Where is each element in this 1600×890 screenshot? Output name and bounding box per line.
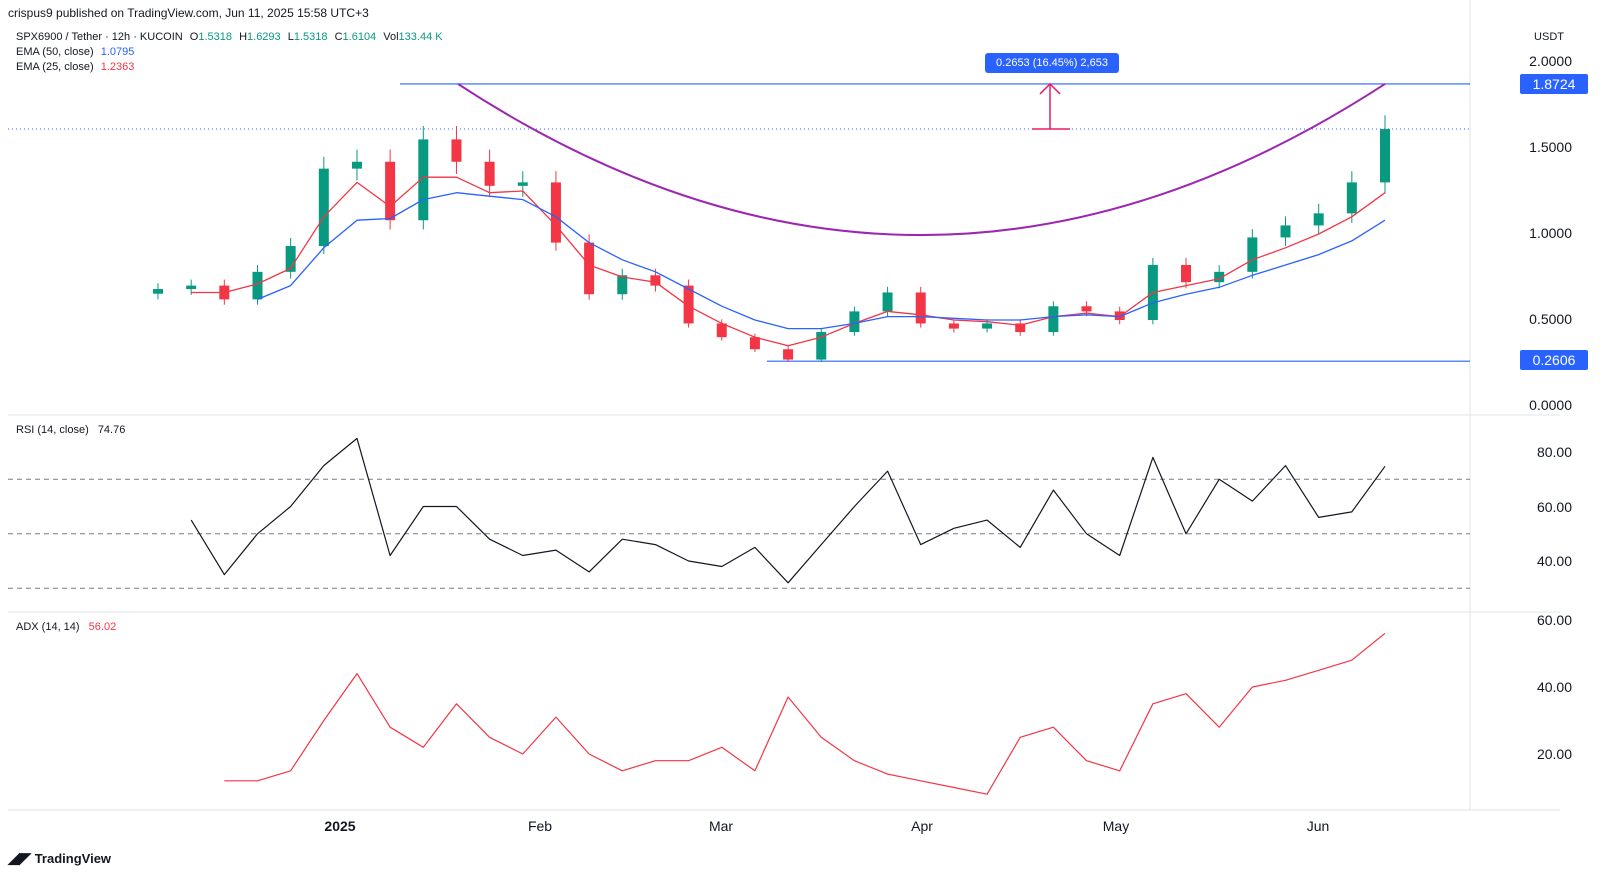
cup-curve [457, 83, 1386, 236]
candle-body [1114, 311, 1125, 320]
tradingview-brand: TradingView [34, 851, 112, 866]
month-mar: Mar [708, 818, 734, 834]
candle-body [816, 332, 827, 360]
tradingview-icon: ◢◤ [8, 850, 32, 867]
candle-body [418, 139, 429, 221]
measure-arrow-head [1039, 82, 1061, 95]
candle-body [1181, 264, 1192, 283]
adx-legend: ADX (14, 14) 56.02 [16, 621, 116, 633]
adx-value: 56.02 [88, 621, 117, 633]
adx-line [224, 632, 1386, 795]
candle-body [915, 292, 926, 324]
price-tick-0-5: 0.5000 [1529, 311, 1572, 327]
candle-body [252, 271, 263, 300]
rsi-line [190, 437, 1386, 584]
rsi-tick-40: 40.00 [1536, 553, 1572, 569]
month-feb: Feb [527, 818, 553, 834]
candle-body [186, 285, 197, 290]
candle-body [683, 285, 694, 324]
price-tick-2: 2.0000 [1529, 53, 1572, 69]
adx-tick-20: 20.00 [1536, 746, 1572, 762]
ema25-legend: EMA (25, close) 1.2363 [16, 61, 134, 73]
currency-label: USDT [1534, 31, 1564, 43]
candle-body [1346, 182, 1357, 214]
ema50-label: EMA (50, close) [16, 46, 94, 58]
symbol-legend: SPX6900 / Tether · 12h · KUCOIN O1.5318 … [16, 31, 443, 43]
adx-label: ADX (14, 14) [16, 621, 80, 633]
candle-body [849, 311, 860, 333]
price-tick-1: 1.0000 [1529, 225, 1572, 241]
candle-body [1380, 129, 1390, 183]
candle-body [749, 337, 760, 350]
candle-body [617, 275, 628, 295]
candle-body [153, 289, 163, 294]
month-may: May [1102, 818, 1130, 834]
volume-value: 133.44 K [398, 31, 443, 43]
candle-body [948, 323, 959, 329]
candle-body [285, 246, 296, 272]
adx-tick-40: 40.00 [1536, 679, 1572, 695]
candle-body [451, 139, 462, 162]
month-apr: Apr [911, 818, 933, 834]
low-label: L [287, 31, 294, 43]
price-candles [153, 115, 1390, 362]
candle-body [584, 242, 595, 295]
open-label: O [189, 31, 199, 43]
symbol-title: SPX6900 / Tether · 12h · KUCOIN [16, 31, 183, 43]
candle-body [716, 323, 727, 338]
chart-static-layer [8, 0, 1560, 811]
resistance-price-tag: 1.8724 [1520, 74, 1588, 94]
candle-body [385, 161, 396, 221]
candle-body [882, 292, 893, 312]
measure-label: 0.2653 (16.45%) 2,653 [985, 53, 1119, 73]
adx-tick-60: 60.00 [1536, 612, 1572, 628]
publisher-line: crispus9 published on TradingView.com, J… [8, 6, 369, 20]
low-value: 1.5318 [293, 31, 328, 43]
candle-body [1015, 323, 1026, 333]
month-2025: 2025 [324, 818, 356, 834]
ema50-line [257, 192, 1386, 330]
rsi-tick-80: 80.00 [1536, 444, 1572, 460]
close-value: 1.6104 [342, 31, 377, 43]
support-price-tag: 0.2606 [1520, 350, 1588, 370]
rsi-label: RSI (14, close) [16, 424, 89, 436]
tradingview-logo: ◢◤ TradingView [8, 849, 111, 867]
candle-body [650, 275, 661, 286]
candle-body [517, 182, 528, 186]
volume-label: Vol [383, 31, 399, 43]
rsi-value: 74.76 [97, 424, 126, 436]
open-value: 1.5318 [198, 31, 232, 43]
ema50-legend: EMA (50, close) 1.0795 [16, 46, 134, 58]
rsi-legend: RSI (14, close) 74.76 [16, 424, 125, 436]
candle-body [318, 168, 329, 247]
candle-body [783, 349, 794, 360]
close-label: C [334, 31, 343, 43]
candle-body [1247, 237, 1258, 272]
candle-body [1313, 213, 1324, 226]
price-tick-1-5: 1.5000 [1529, 139, 1572, 155]
indicator-lines [190, 176, 1386, 795]
candle-body [982, 323, 993, 329]
candle-body [550, 182, 561, 243]
high-label: H [239, 31, 248, 43]
ema25-line [191, 176, 1386, 347]
candle-body [484, 161, 495, 186]
rsi-tick-60: 60.00 [1536, 499, 1572, 515]
month-jun: Jun [1306, 818, 1330, 834]
candle-body [1081, 306, 1092, 312]
candle-body [1280, 225, 1291, 238]
high-value: 1.6293 [247, 31, 281, 43]
candle-body [1214, 271, 1225, 283]
ema25-label: EMA (25, close) [16, 61, 94, 73]
candle-body [1048, 306, 1059, 333]
candle-body [351, 161, 362, 169]
price-tick-0: 0.0000 [1529, 397, 1572, 413]
ema50-value: 1.0795 [100, 46, 135, 58]
ema25-value: 1.2363 [100, 61, 135, 73]
